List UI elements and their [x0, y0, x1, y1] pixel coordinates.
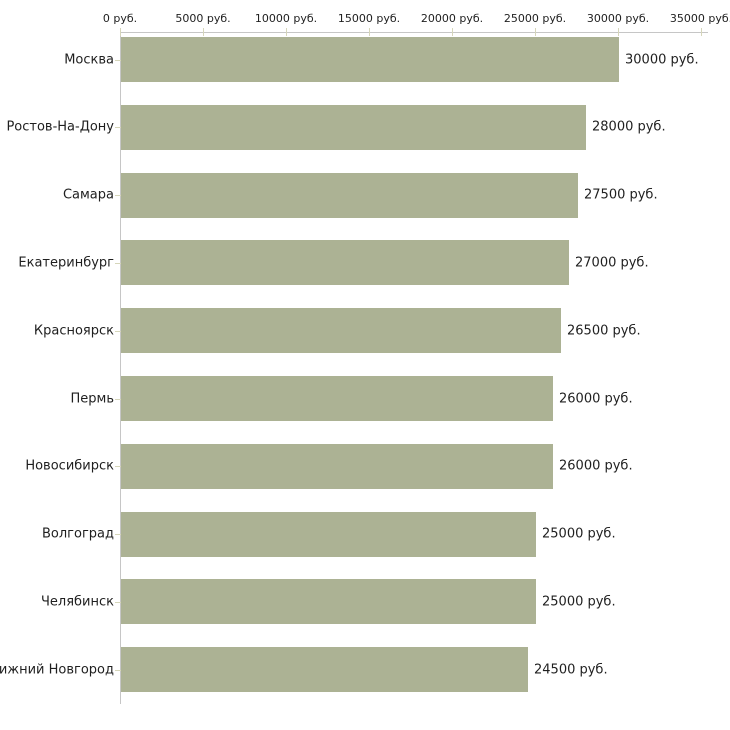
category-label: Екатеринбург	[18, 255, 114, 271]
y-axis-tick-mark	[115, 534, 121, 536]
value-label: 26000 руб.	[559, 458, 633, 474]
bar-Екатеринбург	[121, 240, 569, 286]
bar-Самара	[121, 172, 578, 218]
x-axis-tick-label: 30000 руб.	[586, 12, 650, 25]
y-axis-tick-mark	[115, 59, 121, 61]
x-axis-tick-mark	[286, 28, 287, 36]
y-axis-tick-mark	[115, 398, 121, 400]
x-axis-tick-label: 15000 руб.	[337, 12, 401, 25]
value-label: 25000 руб.	[542, 594, 616, 610]
bar-Новосибирск	[121, 443, 553, 489]
y-axis-line	[120, 32, 121, 704]
category-label: Красноярск	[33, 323, 114, 339]
x-axis-tick-label: 20000 руб.	[420, 12, 484, 25]
x-axis-tick-mark	[701, 28, 702, 36]
y-axis-tick-mark	[115, 195, 121, 197]
value-label: 24500 руб.	[534, 662, 608, 678]
x-axis-tick-mark	[369, 28, 370, 36]
bar-Ростов-На-Дону	[121, 104, 586, 150]
x-axis-tick-label: 5000 руб.	[175, 12, 231, 25]
value-label: 26500 руб.	[567, 323, 641, 339]
x-axis-tick-mark	[535, 28, 536, 36]
x-axis-tick-label: 25000 руб.	[503, 12, 567, 25]
bar-Волгоград	[121, 511, 536, 557]
x-axis-tick-mark	[120, 28, 121, 36]
x-axis-tick-mark	[618, 28, 619, 36]
bar-Нижний Новгород	[121, 647, 528, 693]
category-label: Новосибирск	[25, 458, 114, 474]
value-label: 30000 руб.	[625, 52, 699, 67]
category-label: Москва	[64, 52, 114, 67]
category-label: Нижний Новгород	[0, 662, 114, 678]
x-axis-line	[120, 32, 708, 33]
bar-Москва	[121, 37, 619, 82]
category-label: Волгоград	[41, 526, 114, 542]
y-axis-tick-mark	[115, 262, 121, 264]
value-label: 25000 руб.	[542, 526, 616, 542]
bar-Челябинск	[121, 579, 536, 625]
x-axis-tick-label: 10000 руб.	[254, 12, 318, 25]
category-label: Ростов-На-Дону	[6, 119, 114, 135]
bar-Пермь	[121, 376, 553, 421]
x-axis-tick-mark	[452, 28, 453, 36]
category-label: Челябинск	[40, 594, 114, 610]
category-label: Самара	[62, 187, 114, 203]
value-label: 26000 руб.	[559, 391, 633, 406]
y-axis-tick-mark	[115, 330, 121, 332]
x-axis-tick-label: 0 руб.	[102, 12, 138, 25]
x-axis-tick-mark	[203, 28, 204, 36]
value-label: 28000 руб.	[592, 119, 666, 135]
y-axis-tick-mark	[115, 601, 121, 603]
value-label: 27500 руб.	[584, 187, 658, 203]
bar-Красноярск	[121, 308, 561, 354]
value-label: 27000 руб.	[575, 255, 649, 271]
y-axis-tick-mark	[115, 669, 121, 671]
y-axis-tick-mark	[115, 466, 121, 468]
y-axis-tick-mark	[115, 127, 121, 129]
x-axis-tick-label: 35000 руб.	[669, 12, 730, 25]
category-label: Пермь	[70, 391, 115, 406]
